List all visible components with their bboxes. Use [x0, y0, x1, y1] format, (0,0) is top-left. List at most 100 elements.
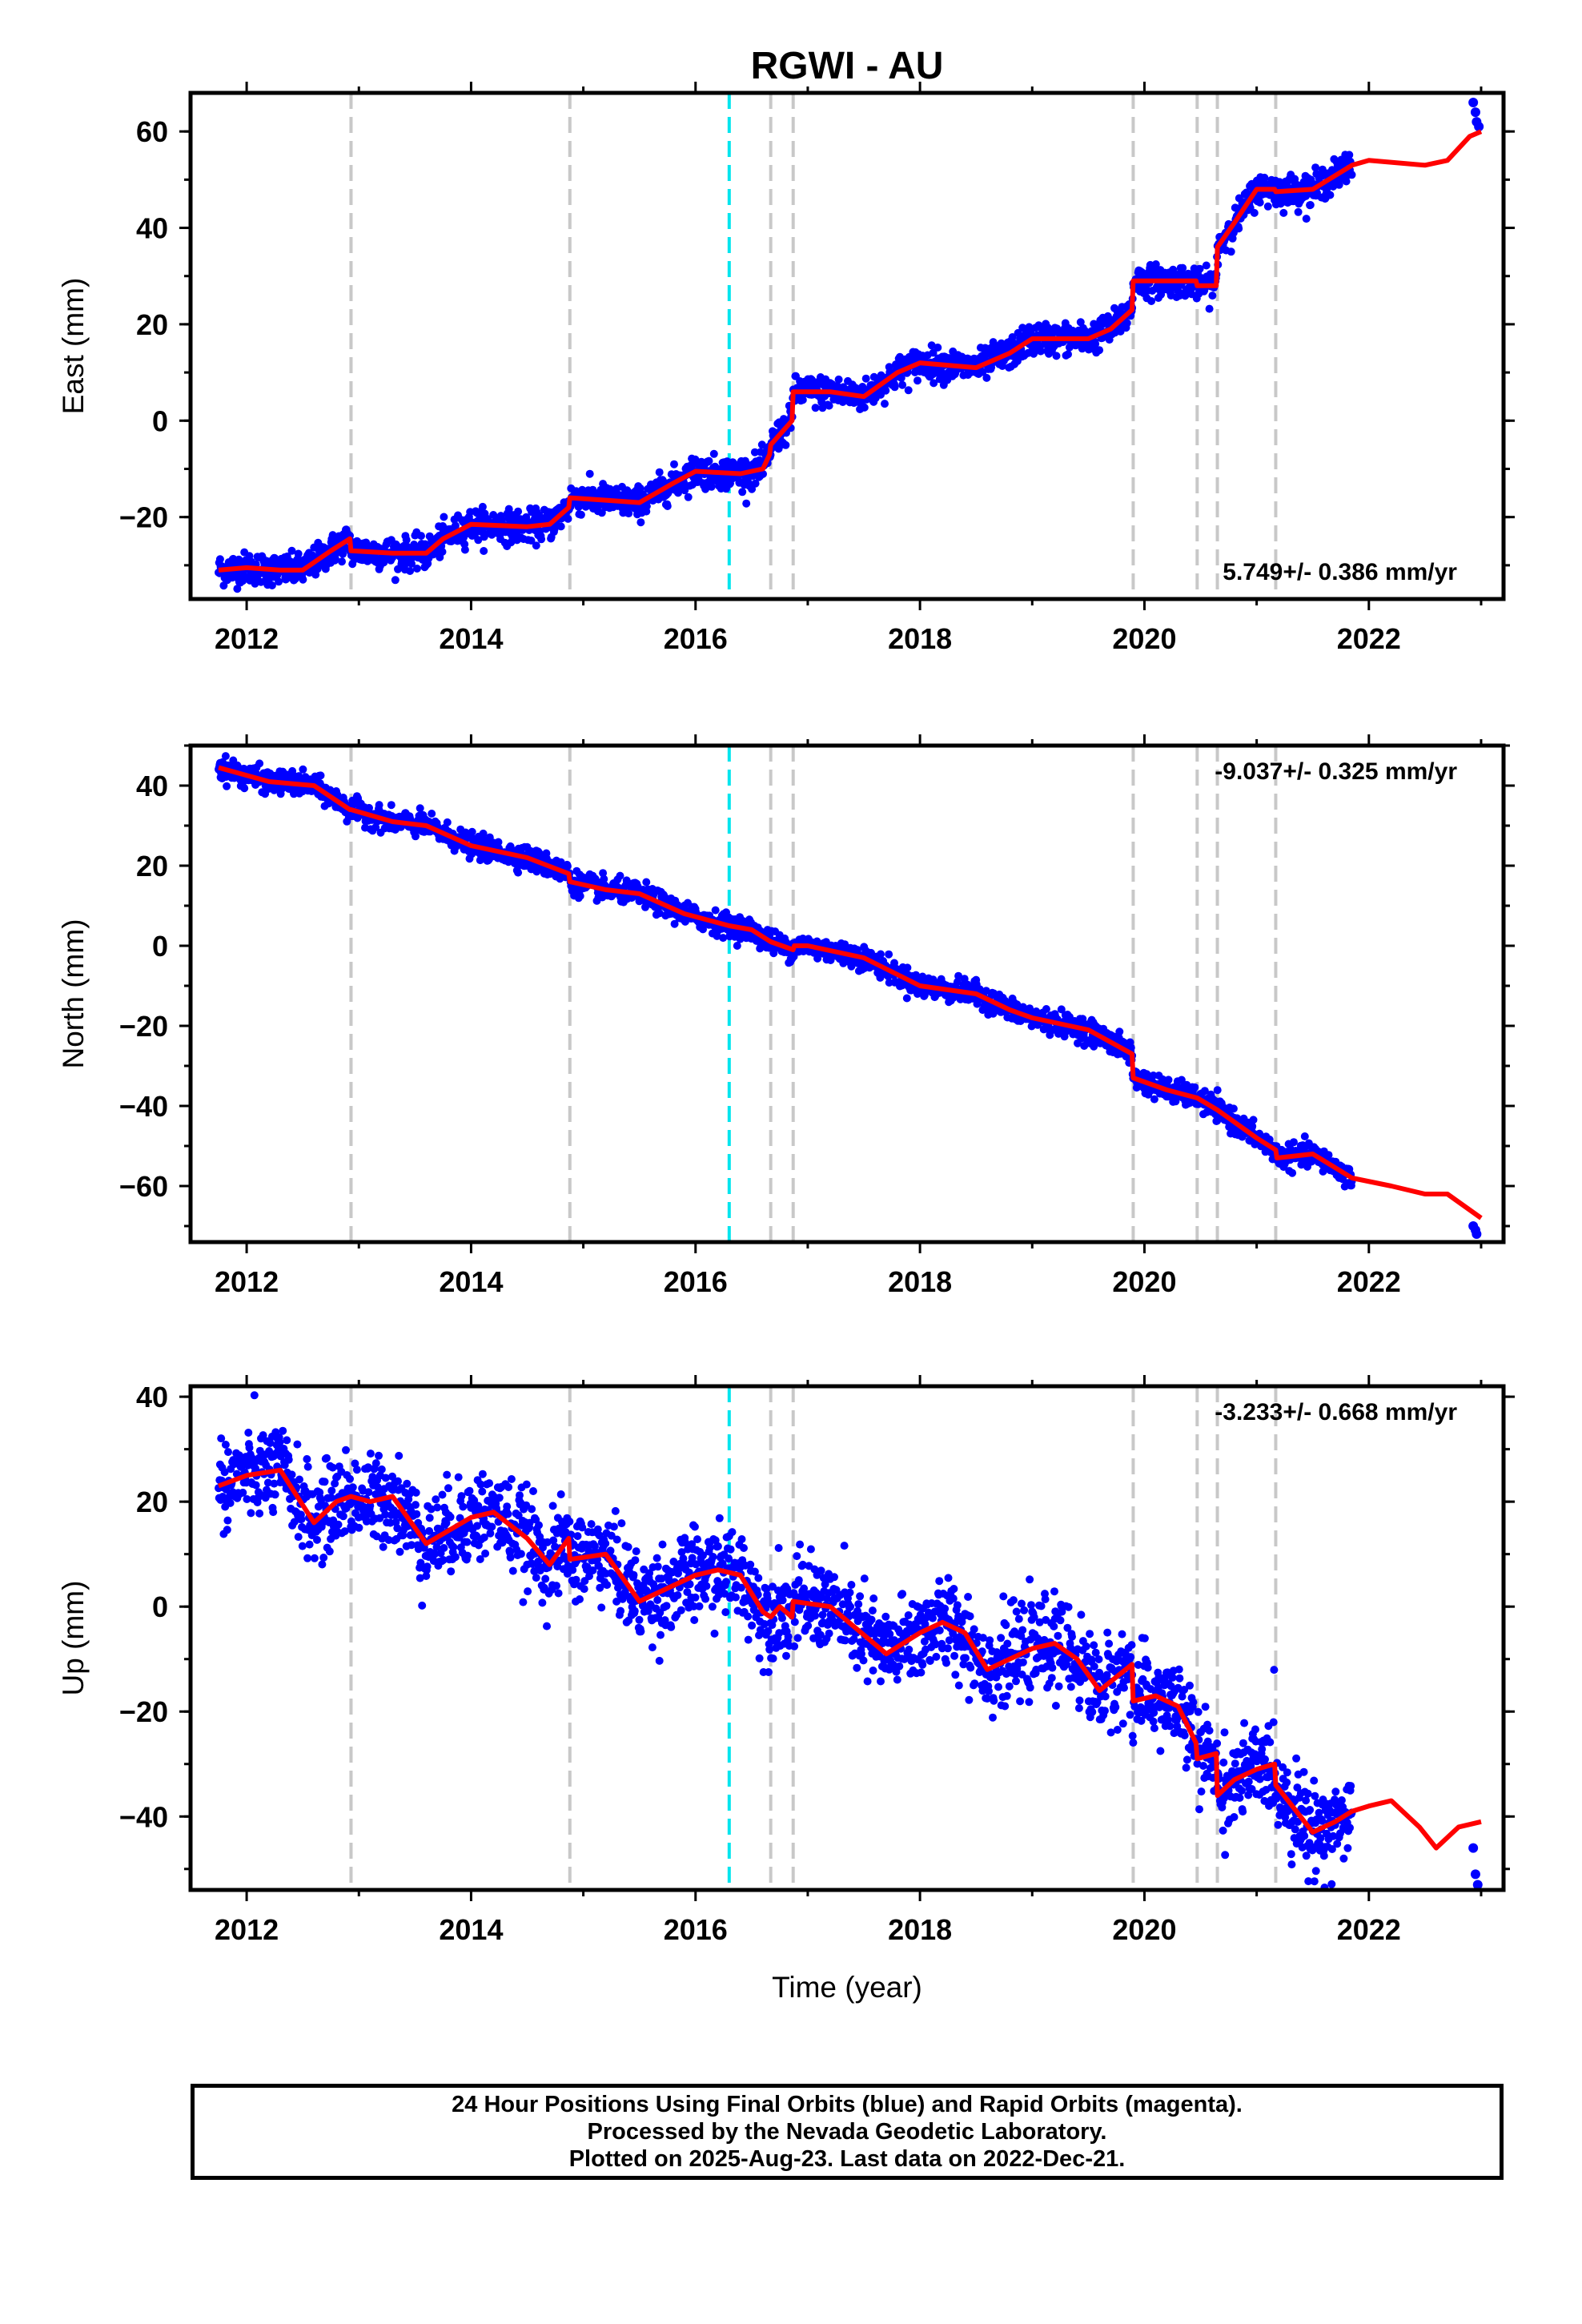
- data-point: [1147, 297, 1156, 305]
- data-point: [514, 507, 523, 516]
- data-point: [973, 999, 982, 1008]
- data-point: [391, 576, 400, 585]
- data-point: [1208, 292, 1217, 300]
- rapid-point: [1470, 107, 1480, 118]
- data-point: [348, 1483, 357, 1492]
- data-point: [275, 577, 283, 586]
- data-point: [297, 1515, 306, 1524]
- data-point: [428, 810, 436, 818]
- data-point: [362, 538, 371, 547]
- data-point: [328, 531, 337, 540]
- data-point: [1324, 1151, 1333, 1160]
- data-point: [834, 375, 843, 384]
- data-point: [1263, 202, 1272, 211]
- y-tick-label: 20: [136, 850, 168, 883]
- y-tick-label: 0: [152, 930, 168, 963]
- rapid-point: [1472, 1229, 1482, 1239]
- data-point: [299, 575, 307, 584]
- data-point: [247, 1509, 255, 1518]
- data-point: [927, 341, 936, 350]
- data-point: [215, 555, 224, 564]
- data-point: [1091, 340, 1100, 348]
- x-tick-label: 2012: [215, 622, 279, 655]
- data-point: [691, 455, 700, 464]
- data-point: [1057, 1005, 1066, 1014]
- data-point: [738, 488, 747, 497]
- data-point: [798, 396, 807, 404]
- data-point: [327, 1494, 335, 1502]
- data-point: [1205, 304, 1214, 313]
- data-point: [1290, 1138, 1298, 1147]
- plot-frame: [188, 90, 1506, 601]
- data-point: [904, 386, 913, 395]
- data-point: [251, 1481, 260, 1490]
- data-point: [881, 386, 890, 395]
- data-point: [707, 482, 716, 491]
- data-point: [318, 1560, 327, 1569]
- data-point: [474, 536, 483, 545]
- data-point: [1294, 207, 1303, 216]
- data-point: [599, 869, 608, 878]
- data-point: [412, 832, 420, 841]
- data-point: [294, 1533, 303, 1542]
- data-point: [269, 1508, 278, 1517]
- data-point: [270, 1479, 279, 1488]
- data-point: [781, 440, 790, 449]
- data-point: [259, 1431, 267, 1440]
- y-tick-label: −20: [119, 1010, 168, 1043]
- data-point: [1177, 1076, 1186, 1084]
- data-point: [250, 1391, 259, 1400]
- data-point: [402, 536, 411, 545]
- data-point: [1342, 177, 1351, 186]
- data-point: [576, 510, 585, 519]
- data-point: [239, 1488, 247, 1497]
- data-point: [480, 547, 488, 555]
- data-point: [913, 376, 921, 385]
- data-point: [670, 919, 679, 928]
- data-point: [733, 942, 741, 950]
- data-point: [339, 1512, 347, 1521]
- data-point: [325, 1547, 334, 1556]
- data-point: [1036, 347, 1045, 356]
- data-point: [226, 1498, 235, 1507]
- data-point: [1265, 1135, 1274, 1144]
- data-point: [275, 1438, 284, 1447]
- y-tick-label: 20: [136, 308, 168, 341]
- data-point: [221, 1441, 230, 1449]
- data-point: [305, 1540, 314, 1549]
- data-point: [339, 549, 347, 558]
- data-point: [1311, 163, 1320, 172]
- data-point: [408, 559, 416, 568]
- data-point: [303, 1455, 311, 1463]
- data-point: [576, 891, 584, 900]
- data-point: [1227, 247, 1235, 256]
- data-point: [898, 380, 907, 389]
- data-point: [478, 502, 487, 511]
- data-point: [705, 456, 713, 465]
- data-point: [930, 379, 938, 388]
- data-point: [881, 400, 889, 408]
- rate-label-north: -9.037+/- 0.325 mm/yr: [1215, 758, 1457, 785]
- plot-frame: [188, 743, 1506, 1244]
- data-point: [263, 1478, 272, 1487]
- rate-label-east: 5.749+/- 0.386 mm/yr: [1223, 559, 1457, 585]
- data-point: [934, 344, 942, 352]
- data-point: [1249, 1116, 1258, 1124]
- plot-area-up: [215, 1386, 1483, 1890]
- data-point: [929, 348, 938, 357]
- data-point: [670, 460, 678, 468]
- data-point: [346, 1474, 354, 1483]
- data-point: [412, 565, 421, 573]
- rapid-point: [1474, 122, 1484, 132]
- data-point: [406, 567, 415, 575]
- data-point: [334, 1520, 343, 1529]
- data-point: [514, 868, 523, 877]
- data-point: [494, 838, 503, 846]
- rapid-point: [1468, 98, 1479, 108]
- data-point: [1095, 346, 1104, 355]
- data-point: [1229, 1104, 1238, 1113]
- data-point: [220, 1468, 229, 1477]
- data-point: [294, 549, 303, 558]
- data-point: [636, 518, 645, 527]
